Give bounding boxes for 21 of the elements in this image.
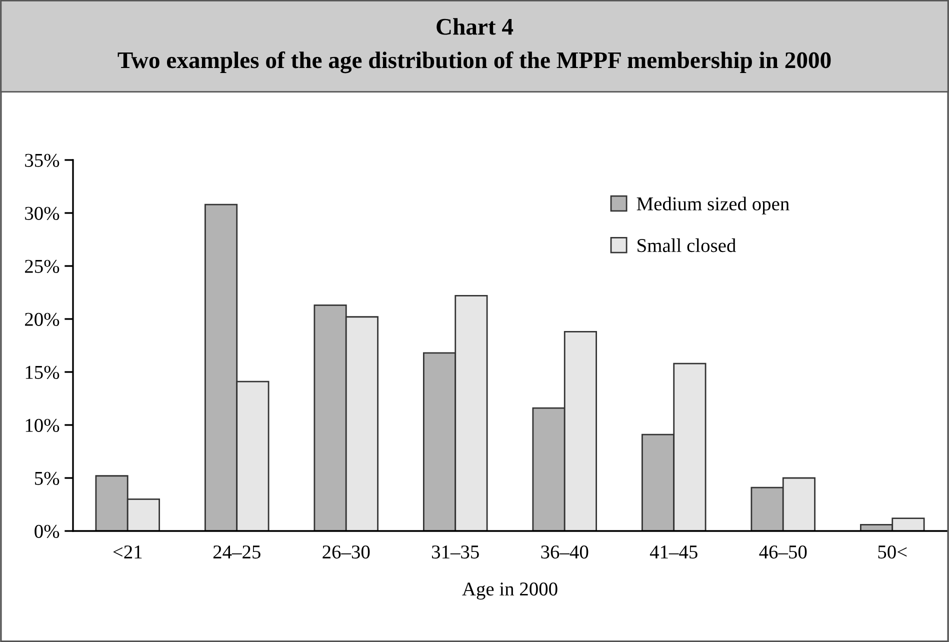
chart-subtitle: Two examples of the age distribution of the MPPF membership in 2000 — [118, 51, 831, 74]
y-tick-label: 10% — [26, 418, 60, 432]
y-tick-label: 15% — [26, 366, 60, 379]
x-tick-label: 26–30 — [322, 545, 370, 559]
y-tick-label: 0% — [34, 524, 60, 538]
x-tick-label: 50< — [878, 545, 907, 559]
y-tick-label: 35% — [25, 154, 60, 167]
y-tick-label: 20% — [25, 312, 60, 326]
x-tick-label: 46–50 — [759, 545, 807, 559]
y-tick-label: 25% — [25, 260, 60, 273]
y-tick-label: 30% — [25, 206, 60, 220]
x-tick-label: 36–40 — [541, 545, 588, 559]
x-axis-title: Age in 2000 — [462, 582, 558, 600]
x-tick-label: 41–45 — [650, 546, 698, 559]
legend-label: Medium sized open — [636, 196, 790, 214]
x-tick-label: <21 — [113, 546, 142, 558]
legend-label: Small closed — [638, 238, 736, 252]
chart-title: Chart 4 — [436, 18, 514, 35]
x-tick-label: 31–35 — [432, 546, 479, 559]
x-tick-label: 24–25 — [213, 546, 260, 559]
y-tick-label: 5% — [35, 472, 60, 485]
